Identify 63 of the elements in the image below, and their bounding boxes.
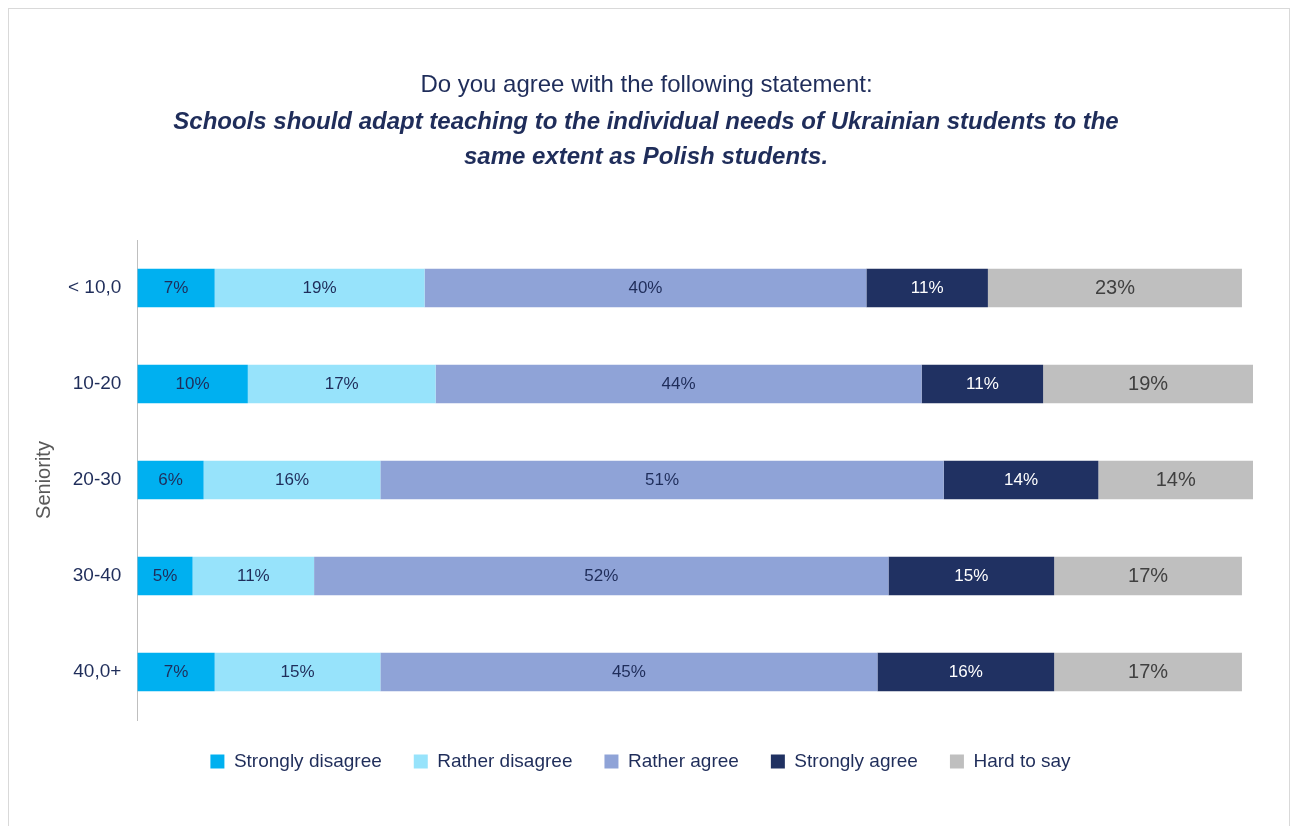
bar (1043, 364, 1253, 404)
data-label: 23% (1094, 275, 1136, 298)
data-label: 51% (645, 469, 680, 489)
data-label: 5% (152, 565, 178, 585)
bar (1098, 460, 1253, 500)
data-label: 17% (1128, 659, 1169, 682)
bar (214, 652, 381, 692)
bar (137, 652, 215, 692)
bar (888, 556, 1055, 596)
legend-label: Rather agree (627, 749, 739, 771)
data-label: 19% (302, 277, 337, 297)
data-label: 45% (611, 661, 646, 681)
data-label: 14% (1155, 467, 1196, 490)
data-label: 15% (954, 565, 989, 585)
data-label: 17% (1128, 563, 1169, 586)
bar (921, 364, 1044, 404)
data-label: 17% (324, 373, 359, 393)
data-label: 40% (628, 277, 663, 297)
data-label: 44% (661, 373, 696, 393)
data-label: 16% (948, 661, 983, 681)
legend-label: Strongly disagree (233, 749, 382, 771)
y-tick-label: 20-30 (72, 468, 122, 490)
y-tick-label: < 10,0 (67, 276, 122, 298)
y-axis-title: Seniority (31, 441, 54, 519)
bar (247, 364, 436, 404)
bar (987, 268, 1242, 308)
data-label: 7% (163, 277, 189, 297)
y-tick-label: 30-40 (72, 564, 122, 586)
bar (943, 460, 1099, 500)
chart-title: Do you agree with the following statement: (419, 70, 874, 98)
data-label: 16% (274, 469, 310, 489)
bar (137, 556, 193, 596)
bar (137, 364, 248, 404)
y-tick-label: 40,0+ (73, 660, 122, 682)
data-label: 11% (910, 277, 944, 297)
data-label: 19% (1128, 371, 1169, 394)
data-label: 11% (236, 565, 270, 585)
bar (137, 460, 204, 500)
bar (877, 652, 1055, 692)
data-label: 6% (158, 469, 183, 489)
data-label: 52% (584, 565, 619, 585)
bar (424, 268, 867, 308)
data-label: 10% (175, 373, 210, 393)
bar (866, 268, 988, 308)
legend-label: Hard to say (973, 749, 1072, 771)
bar (1054, 652, 1242, 692)
data-label: 14% (1004, 469, 1039, 489)
bar (314, 556, 889, 596)
bar (137, 268, 215, 308)
bar (214, 268, 425, 308)
bar (203, 460, 381, 500)
y-tick-label: 10-20 (72, 372, 122, 394)
data-label: 15% (280, 661, 315, 681)
bar (1054, 556, 1242, 596)
chart-subtitle: Schools should adapt teaching to the individual needs of Ukrainian students to the same extent as Polish students. (172, 106, 1120, 171)
bar (192, 556, 315, 596)
data-label: 11% (965, 373, 999, 393)
legend-label: Strongly agree (794, 749, 918, 771)
data-label: 7% (163, 661, 189, 681)
bar (380, 652, 878, 692)
bar (380, 460, 944, 500)
bar (435, 364, 922, 404)
legend-label: Rather disagree (437, 749, 573, 771)
